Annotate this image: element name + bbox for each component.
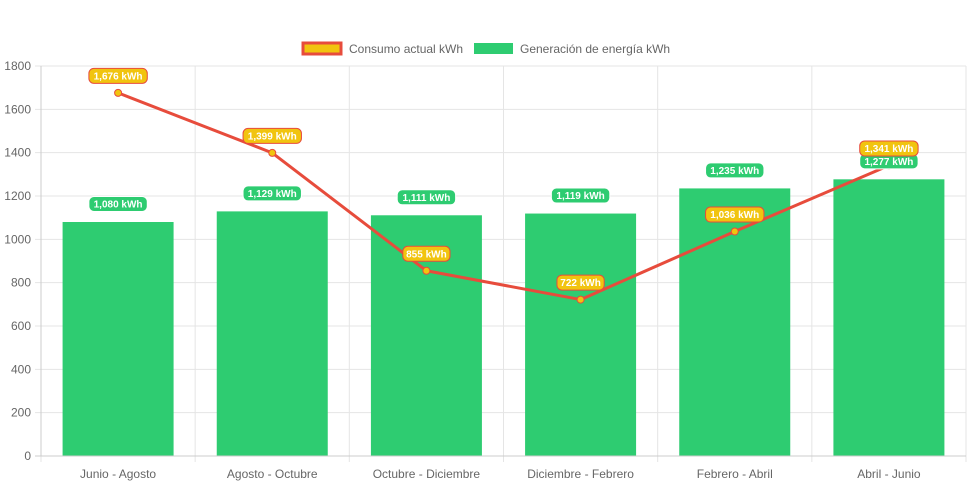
line-value-label-text: 1,399 kWh xyxy=(248,131,297,142)
legend-label-generacion: Generación de energía kWh xyxy=(520,42,670,56)
line-value-label-text: 855 kWh xyxy=(406,249,447,260)
line-value-label-bg xyxy=(402,245,451,262)
bar-generacion[interactable] xyxy=(216,211,328,456)
bar-value-label: 1,080 kWh xyxy=(88,196,148,212)
y-tick-label: 400 xyxy=(11,362,31,376)
legend-item-consumo[interactable]: Consumo actual kWh xyxy=(301,41,463,56)
grid xyxy=(35,65,967,462)
bar-value-label-text: 1,129 kWh xyxy=(248,189,297,200)
line-value-label-bg xyxy=(242,127,302,144)
y-tick-label: 1600 xyxy=(4,102,31,116)
line-value-label: 1,341 kWh xyxy=(859,140,919,157)
point-consumo[interactable] xyxy=(114,88,123,97)
bar-generacion[interactable] xyxy=(833,179,945,457)
bar-value-label-bg xyxy=(242,185,302,202)
axes: 0 200 400 600 800 1000 1200 1400 1600 1800 Junio -… xyxy=(4,59,966,481)
line-value-label-bg xyxy=(705,206,765,223)
legend: Consumo actual kWh Generación de energía… xyxy=(301,41,670,56)
line-value-label-text: 722 kWh xyxy=(560,278,601,289)
point-consumo[interactable] xyxy=(268,148,277,157)
y-tick-label: 1200 xyxy=(4,189,31,203)
line-value-label: 1,676 kWh xyxy=(88,67,148,84)
bar-value-label: 1,111 kWh xyxy=(396,189,457,206)
bar-value-label-text: 1,080 kWh xyxy=(94,200,143,211)
y-tick-label: 1000 xyxy=(4,232,31,246)
bar-value-label-bg xyxy=(705,162,765,179)
y-tick-label: 1400 xyxy=(4,146,31,160)
line-value-label-text: 1,036 kWh xyxy=(710,210,759,221)
bar-generacion[interactable] xyxy=(62,222,174,456)
x-tick-label: Abril - Junio xyxy=(857,467,921,481)
legend-swatch-generacion xyxy=(474,43,513,54)
line-value-label-bg xyxy=(859,140,919,157)
y-tick-label: 1800 xyxy=(4,59,31,73)
point-consumo[interactable] xyxy=(730,227,739,236)
bar-value-label: 1,235 kWh xyxy=(705,162,765,179)
bar-value-label-text: 1,111 kWh xyxy=(403,193,451,204)
legend-item-generacion[interactable]: Generación de energía kWh xyxy=(474,42,670,56)
point-consumo[interactable] xyxy=(422,266,431,275)
line-value-label: 722 kWh xyxy=(556,274,605,291)
line-value-label-bg xyxy=(88,67,148,84)
line-value-label-text: 1,676 kWh xyxy=(94,71,143,82)
point-consumo[interactable] xyxy=(576,295,585,304)
y-tick-label: 200 xyxy=(11,406,31,420)
line-value-label: 855 kWh xyxy=(402,245,451,262)
line-value-label-text: 1,341 kWh xyxy=(864,144,913,155)
bar-value-label-bg xyxy=(550,187,611,204)
y-tick-label: 0 xyxy=(24,449,31,463)
line-value-label-bg xyxy=(556,274,605,291)
x-tick-label: Octubre - Diciembre xyxy=(373,467,481,481)
bar-value-label-text: 1,235 kWh xyxy=(710,166,759,177)
bar-value-label-text: 1,277 kWh xyxy=(864,157,913,168)
bar-value-label-bg xyxy=(396,189,457,206)
x-tick-label: Diciembre - Febrero xyxy=(527,467,634,481)
bar-generacion[interactable] xyxy=(525,213,637,456)
legend-label-consumo: Consumo actual kWh xyxy=(349,42,463,56)
legend-swatch-consumo xyxy=(301,41,343,56)
bar-value-label-text: 1,119 kWh xyxy=(556,191,604,202)
x-tick-label: Junio - Agosto xyxy=(80,467,156,481)
line-value-label: 1,399 kWh xyxy=(242,127,302,144)
x-tick-label: Febrero - Abril xyxy=(697,467,773,481)
data-labels: 1,080 kWh 1,129 kWh 1,111 kWh 1,119 kWh 1,23… xyxy=(88,67,919,291)
bar-value-label: 1,129 kWh xyxy=(242,185,302,202)
x-tick-label: Agosto - Octubre xyxy=(227,467,318,481)
y-tick-label: 800 xyxy=(11,276,31,290)
y-tick-label: 600 xyxy=(11,319,31,333)
bar-value-label-bg xyxy=(88,196,148,212)
line-value-label: 1,036 kWh xyxy=(705,206,765,223)
bar-value-label: 1,119 kWh xyxy=(550,187,611,204)
